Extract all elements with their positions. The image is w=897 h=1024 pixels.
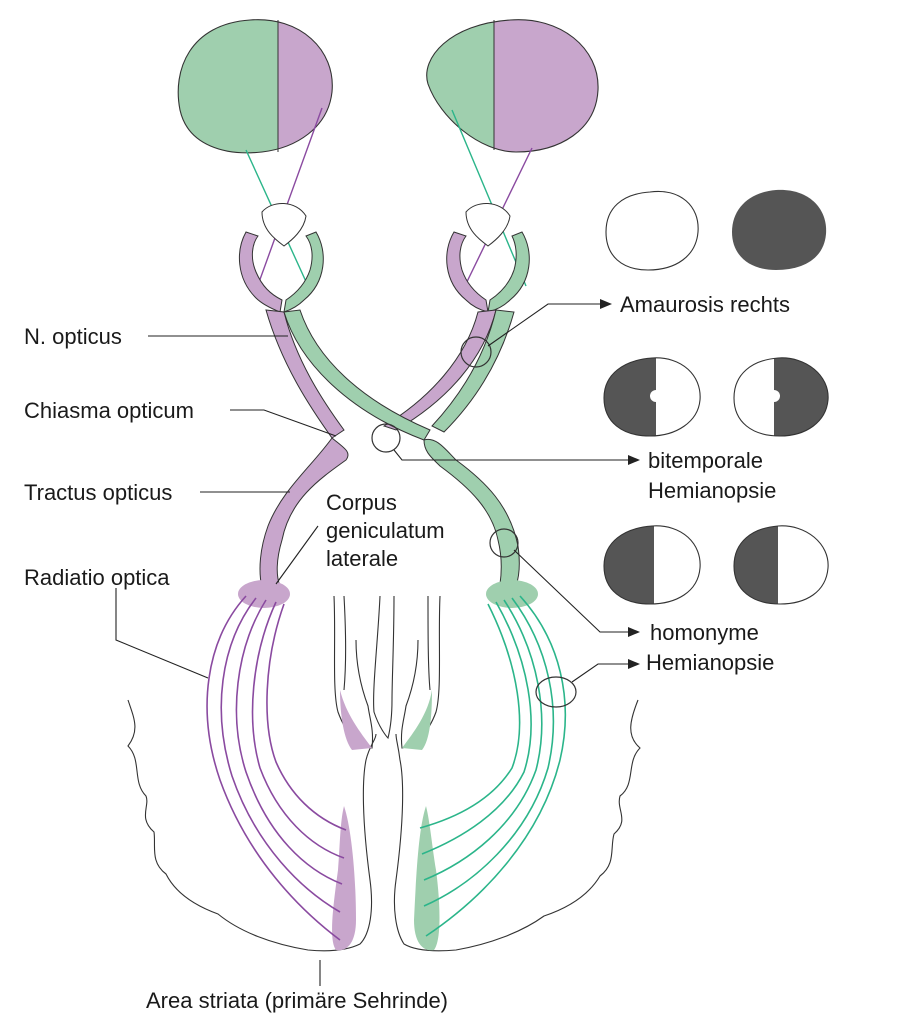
lesion-marker-chiasm bbox=[371, 423, 401, 453]
radiation-fiber bbox=[419, 603, 521, 829]
radiation-fiber bbox=[425, 595, 566, 937]
leader-radiatio bbox=[115, 588, 209, 679]
eye-right bbox=[446, 203, 530, 313]
arrow-bitemporal bbox=[393, 449, 640, 465]
arrow-amaurosis bbox=[487, 299, 612, 347]
radiation-fiber bbox=[266, 603, 347, 831]
defect-amaurosis-right-eye bbox=[732, 189, 827, 270]
field-right-temporal-half bbox=[494, 19, 599, 153]
label-amaurosis: Amaurosis rechts bbox=[620, 292, 790, 317]
defect-amaurosis-left-eye bbox=[605, 190, 699, 271]
field-left-nasal-half bbox=[278, 19, 333, 153]
label-homonym-line1: homonyme bbox=[650, 620, 759, 645]
brain-outline bbox=[127, 595, 641, 952]
optic-radiation-right bbox=[419, 595, 566, 937]
radiation-fiber bbox=[220, 597, 341, 913]
lesion-marker-tract bbox=[489, 528, 519, 558]
visual-field-left-eye bbox=[177, 19, 333, 154]
arrow-homonymous-radiation bbox=[571, 659, 640, 683]
radiation-fiber bbox=[251, 601, 345, 859]
lgn-left bbox=[238, 580, 290, 608]
defect-bitemporal-right-eye bbox=[733, 357, 829, 437]
defect-homonymous-right-eye bbox=[733, 525, 829, 605]
eye-left bbox=[238, 203, 324, 313]
lgn-right bbox=[486, 580, 538, 608]
optic-nerves bbox=[265, 309, 515, 441]
leader-chiasma bbox=[230, 409, 337, 437]
optic-radiation-left bbox=[206, 595, 347, 941]
field-left-temporal-half bbox=[178, 19, 278, 153]
label-corpus-line2: geniculatum bbox=[326, 518, 445, 543]
area-striata-left bbox=[332, 806, 356, 951]
visual-field-right-eye bbox=[426, 19, 599, 153]
leader-corpus bbox=[275, 525, 319, 585]
radiation-fiber bbox=[206, 595, 341, 941]
label-area-striata: Area striata (primäre Sehrinde) bbox=[146, 988, 448, 1013]
radiation-fiber bbox=[423, 597, 555, 907]
field-right-nasal-half bbox=[426, 19, 494, 153]
radiation-fiber bbox=[235, 599, 343, 885]
label-chiasma-opticum: Chiasma opticum bbox=[24, 398, 194, 423]
arrow-homonymous-tract bbox=[513, 549, 640, 637]
label-tractus-opticus: Tractus opticus bbox=[24, 480, 172, 505]
lesion-marker-optic-nerve bbox=[460, 336, 492, 368]
label-homonym-line2: Hemianopsie bbox=[646, 650, 774, 675]
radiation-fiber bbox=[423, 599, 543, 881]
defect-bitemporal-left-eye bbox=[603, 357, 701, 437]
label-radiatio-optica: Radiatio optica bbox=[24, 565, 170, 590]
radiation-fiber bbox=[421, 601, 532, 855]
label-bitemporal-line1: bitemporale bbox=[648, 448, 763, 473]
label-corpus-line3: laterale bbox=[326, 546, 398, 571]
lesion-marker-radiation bbox=[535, 676, 577, 708]
defect-homonymous-left-eye bbox=[603, 525, 701, 605]
label-n-opticus: N. opticus bbox=[24, 324, 122, 349]
label-bitemporal-line2: Hemianopsie bbox=[648, 478, 776, 503]
label-corpus-line1: Corpus bbox=[326, 490, 397, 515]
cortex-wedge-left bbox=[340, 690, 372, 750]
cortex-wedge-right bbox=[402, 690, 432, 750]
